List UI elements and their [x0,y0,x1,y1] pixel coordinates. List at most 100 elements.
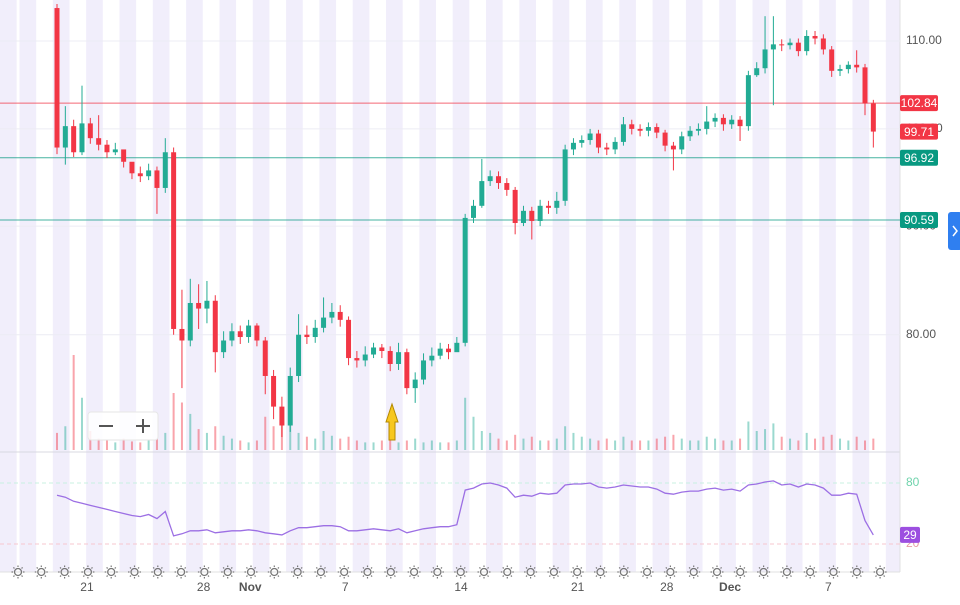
event-icon-ray [254,575,257,578]
volume-bar [330,435,333,450]
event-icon-ray [129,566,132,569]
candle-body [737,119,743,127]
volume-bar [730,440,733,450]
candle-body [612,141,618,150]
volume-bar [672,434,675,450]
event-icon-ray [440,566,443,569]
event-icon-ray [207,575,210,578]
candle-body [495,176,501,184]
zoom-box [87,411,159,441]
day-stripe [86,0,103,572]
event-icon-ray [603,566,606,569]
event-icon-ray [269,575,272,578]
event-icon-ray [510,575,513,578]
candle-body [662,132,668,146]
day-stripe [652,0,670,572]
event-icon-ray [245,566,248,569]
x-tick-label: 28 [660,580,674,594]
event-icon-circle [619,567,628,577]
event-icon-ray [572,566,575,569]
event-icon-ray [665,575,668,578]
candle-body [71,126,77,153]
event-icon-ray [673,575,676,578]
event-icon-ray [432,575,435,578]
event-icon-circle [666,567,675,577]
event-icon [197,565,211,579]
candle-body [545,205,551,208]
candle-body [221,340,227,353]
candle-body [254,325,260,341]
event-icon-ray [595,566,598,569]
volume-bar [764,429,767,450]
x-tick-label: 14 [454,580,468,594]
event-icon-circle [223,567,232,577]
candle-body [346,319,352,359]
rsi-tick-label: 80 [906,475,920,489]
day-stripe [452,0,470,572]
event-icon-circle [689,567,698,577]
volume-bar [689,440,692,450]
event-icon-ray [720,566,723,569]
candle-body [262,340,268,376]
event-icon-ray [836,575,839,578]
candle-body [554,200,560,208]
event-icon-ray [245,575,248,578]
event-icon [34,565,48,579]
volume-bar [547,440,550,450]
day-stripe [386,0,403,572]
event-icon-ray [176,566,178,569]
event-icon-circle [433,567,442,577]
candle-body [371,347,377,355]
candle-body [146,170,152,177]
price-tag: 96.92 [904,151,934,165]
candle-body [379,347,385,351]
event-icon-ray [82,575,85,578]
candle-body [179,328,185,341]
zoom-in-button[interactable] [136,419,150,433]
event-icon [873,565,887,579]
event-icon-ray [875,575,877,578]
candle-body [762,49,768,69]
event-icon [827,565,840,579]
day-stripe [819,0,836,572]
candle-body [404,352,410,389]
day-stripe [585,0,603,572]
candle-body [779,44,785,46]
event-icon-ray [580,575,583,578]
candle-body [862,67,868,104]
day-stripe [752,0,770,572]
volume-bar [72,355,75,450]
event-icon-circle [456,567,465,577]
candle-body [121,149,127,162]
candle-body [679,136,685,150]
volume-bar [364,442,367,450]
volume-bar [289,421,292,450]
event-icon-ray [44,566,47,569]
event-icon-circle [549,567,559,577]
event-icon [710,565,724,579]
candle-body [837,69,843,71]
event-icon-ray [805,566,808,569]
event-icon [384,565,398,579]
volume-bar [497,438,500,450]
event-icon-ray [129,575,132,578]
volume-bar [180,402,183,450]
candle-body [745,75,751,127]
event-icon-ray [67,566,70,569]
volume-bar [772,423,775,450]
event-icon [687,565,701,579]
candle-body [529,210,535,221]
day-stripe [352,0,370,572]
event-icon [174,565,188,579]
event-icon-ray [230,575,233,578]
volume-bar [122,438,125,450]
volume-bar [647,440,650,450]
candle-body [204,300,210,309]
volume-bar [805,432,808,450]
side-panel-toggle[interactable] [948,212,960,250]
event-icon-ray [339,566,342,569]
candle-body [729,119,735,125]
price-tag-bg [900,95,938,112]
candle-body [271,375,277,407]
event-icon-ray [362,575,365,578]
